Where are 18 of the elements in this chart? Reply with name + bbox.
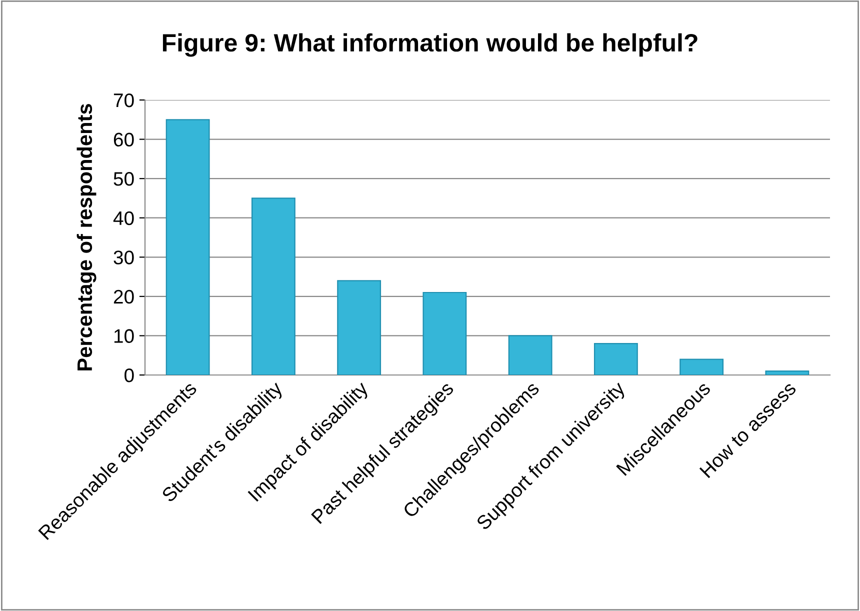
y-tick-label: 10: [114, 329, 134, 343]
bar: [251, 198, 296, 375]
y-tick-label: 20: [114, 290, 134, 304]
y-axis-title: Percentage of respondents: [76, 104, 96, 370]
y-tick-label: 60: [114, 132, 134, 147]
y-tick-label: 50: [114, 172, 134, 186]
y-tick-label: 40: [113, 211, 134, 226]
bar: [337, 280, 382, 375]
y-tick-label: 70: [114, 93, 134, 108]
bar: [594, 343, 638, 375]
chart-title: Figure 9: What information would be helpful?: [162, 33, 698, 57]
bar: [508, 335, 552, 375]
bar: [166, 119, 210, 375]
bar: [765, 370, 810, 375]
y-tick-label: 0: [124, 368, 134, 382]
bar: [422, 292, 467, 375]
y-tick-label: 30: [114, 250, 134, 264]
bar: [680, 358, 724, 375]
